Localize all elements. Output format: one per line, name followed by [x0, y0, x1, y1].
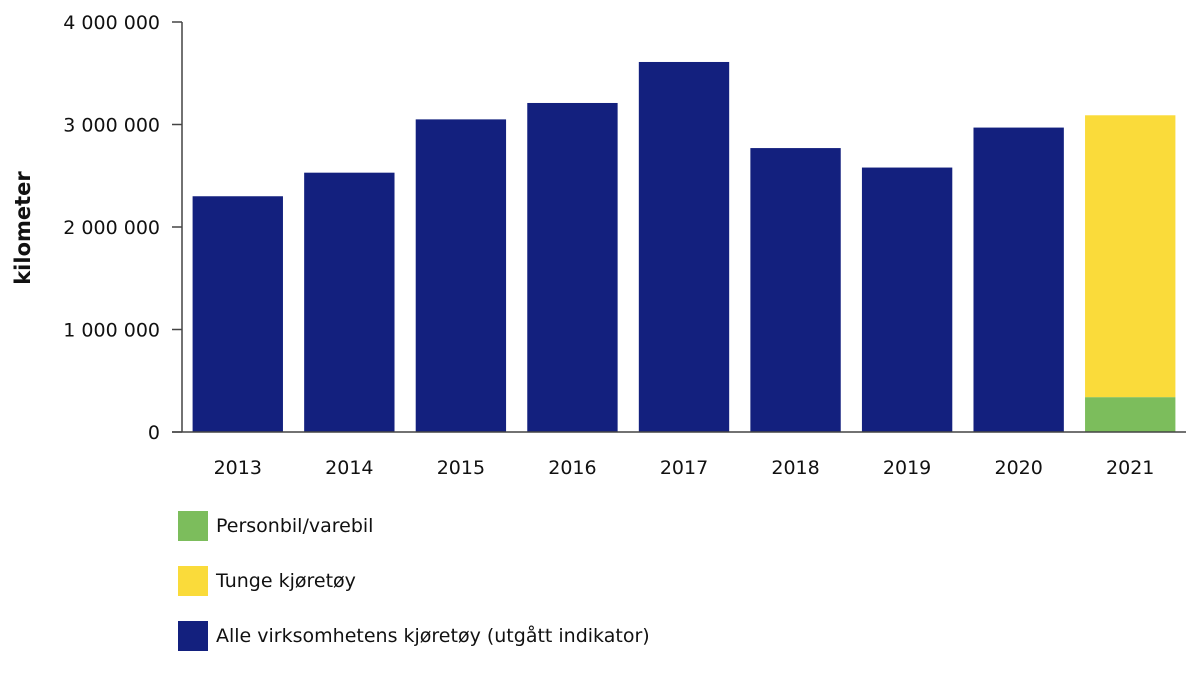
bar-2019-series-2: [861, 167, 953, 433]
legend-label: Alle virksomhetens kjøretøy (utgått indi…: [216, 625, 650, 647]
bar-2021-series-0: [1085, 397, 1176, 432]
legend-swatch: [178, 511, 208, 541]
bar-2017-series-2: [638, 61, 730, 432]
y-tick-label: 4 000 000: [63, 12, 160, 34]
bar-2016-series-2: [527, 102, 618, 432]
legend-item-1: Tunge kjøretøy: [178, 565, 650, 597]
x-tick-label-2018: 2018: [771, 457, 819, 479]
bar-chart: 0 1 000 000 2 000 000 3 000 000 4 000 000 20…: [11, 12, 1186, 479]
bar-2014-series-2: [304, 172, 395, 433]
bars-group: [192, 61, 1176, 433]
x-tick-label-2013: 2013: [214, 457, 262, 479]
y-tick-label: 1 000 000: [63, 320, 160, 342]
bar-2020-series-2: [973, 127, 1064, 432]
x-tick-label-2015: 2015: [437, 457, 485, 479]
y-tick-label: 2 000 000: [63, 217, 160, 239]
y-axis-title: kilometer: [11, 171, 35, 285]
y-tick-label: 0: [148, 422, 160, 444]
legend-swatch: [178, 621, 208, 651]
y-tick-label: 3 000 000: [63, 115, 160, 137]
legend-item-0: Personbil/varebil: [178, 510, 650, 542]
x-tick-label-2020: 2020: [994, 457, 1042, 479]
bar-2021-series-1: [1085, 115, 1176, 398]
x-tick-label-2014: 2014: [325, 457, 373, 479]
bar-2018-series-2: [750, 148, 841, 432]
legend-label: Personbil/varebil: [216, 515, 374, 537]
legend: Personbil/varebil Tunge kjøretøy Alle virk…: [178, 510, 650, 675]
x-tick-label-2017: 2017: [660, 457, 708, 479]
legend-label: Tunge kjøretøy: [216, 570, 356, 592]
x-ticks-group: 2013 2014 2015 2016 2017 2018 2019 2020 2021: [214, 457, 1155, 479]
y-ticks-group: 0 1 000 000 2 000 000 3 000 000 4 000 000: [63, 12, 182, 444]
x-tick-label-2019: 2019: [883, 457, 931, 479]
x-tick-label-2021: 2021: [1106, 457, 1154, 479]
legend-swatch: [178, 566, 208, 596]
bar-2015-series-2: [415, 119, 507, 432]
bar-2013-series-2: [192, 196, 283, 432]
legend-item-2: Alle virksomhetens kjøretøy (utgått indi…: [178, 620, 650, 652]
x-tick-label-2016: 2016: [548, 457, 596, 479]
